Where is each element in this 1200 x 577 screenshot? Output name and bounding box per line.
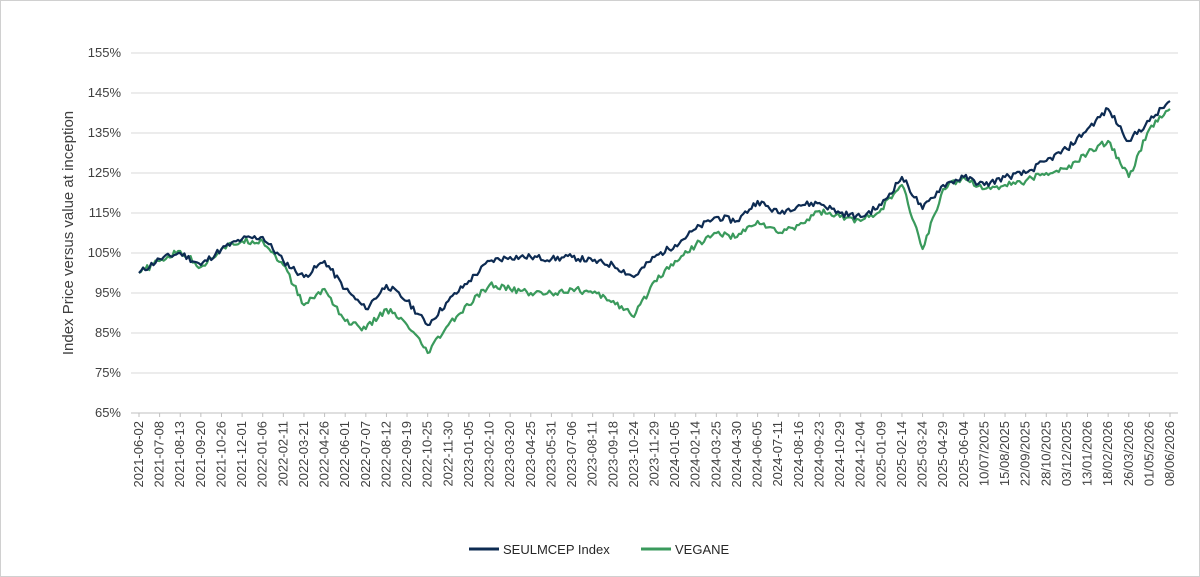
x-tick-label: 2025-01-09 — [873, 421, 888, 488]
x-tick-label: 2022-10-25 — [420, 421, 435, 488]
x-tick-label: 2022-09-19 — [399, 421, 414, 488]
x-tick-label: 2024-02-14 — [688, 421, 703, 488]
x-tick-label: 03/12/2025 — [1059, 421, 1074, 486]
x-tick-label: 2022-04-26 — [317, 421, 332, 488]
x-tick-label: 2023-09-18 — [605, 421, 620, 488]
x-tick-label: 2022-07-07 — [358, 421, 373, 488]
x-tick-label: 22/09/2025 — [1018, 421, 1033, 486]
series-lines — [138, 100, 1171, 355]
x-tick-label: 2024-04-30 — [729, 421, 744, 488]
x-tick-label: 2024-01-05 — [667, 421, 682, 488]
y-tick-label: 105% — [88, 245, 122, 260]
x-tick-label: 2023-11-29 — [647, 421, 662, 487]
x-tick-label: 01/05/2026 — [1141, 421, 1156, 486]
series-line-seulmcep-index — [138, 100, 1171, 327]
x-tick-label: 08/06/2026 — [1162, 421, 1177, 486]
x-tick-label: 2022-08-12 — [378, 421, 393, 488]
x-tick-label: 2024-09-23 — [811, 421, 826, 488]
x-tick-label: 2024-07-11 — [770, 421, 785, 487]
x-tick-label: 2021-06-02 — [131, 421, 146, 488]
x-tick-label: 2022-06-01 — [337, 421, 352, 488]
x-tick-label: 2021-10-26 — [213, 421, 228, 488]
y-tick-label: 145% — [88, 85, 122, 100]
x-tick-label: 2024-08-16 — [791, 421, 806, 488]
x-tick-label: 13/01/2026 — [1080, 421, 1095, 486]
x-tick-label: 2021-08-13 — [172, 421, 187, 488]
x-tick-label: 2021-12-01 — [234, 421, 249, 488]
x-tick-label: 2023-08-11 — [585, 421, 600, 487]
y-tick-label: 115% — [89, 205, 122, 220]
x-tick-label: 28/10/2025 — [1038, 421, 1053, 486]
y-tick-label: 135% — [88, 125, 122, 140]
x-tick-label: 2022-01-06 — [255, 421, 270, 488]
x-tick-label: 2021-09-20 — [193, 421, 208, 488]
x-tick-label: 15/08/2025 — [997, 421, 1012, 486]
x-tick-label: 2024-10-29 — [832, 421, 847, 488]
x-tick-label: 2023-04-25 — [523, 421, 538, 488]
legend-label: SEULMCEP Index — [503, 542, 610, 557]
x-tick-label: 2022-02-11 — [275, 421, 290, 487]
x-tick-label: 10/07/2025 — [976, 421, 991, 486]
x-tick-label: 2024-12-04 — [853, 421, 868, 488]
legend: SEULMCEP Index VEGANE — [469, 542, 730, 557]
x-tick-label: 2021-07-08 — [152, 421, 167, 488]
y-axis-ticks: 65% 75% 85% 95% 105% 115% 125% 135% 145% 155% — [88, 45, 122, 420]
x-axis-ticks: 2021-06-02 2021-07-08 2021-08-13 2021-09-20… — [131, 413, 1177, 488]
x-tick-label: 2025-04-29 — [935, 421, 950, 488]
y-tick-label: 85% — [95, 325, 121, 340]
x-tick-label: 2023-07-06 — [564, 421, 579, 488]
legend-label: VEGANE — [675, 542, 730, 557]
x-tick-label: 26/03/2026 — [1121, 421, 1136, 486]
x-tick-label: 2025-06-04 — [956, 421, 971, 488]
y-tick-label: 65% — [95, 405, 121, 420]
x-tick-label: 2022-11-30 — [440, 421, 455, 487]
y-axis-label: Index Price versus value at inception — [60, 111, 77, 355]
x-tick-label: 2023-10-24 — [626, 421, 641, 488]
series-line-vegane — [138, 108, 1171, 355]
x-tick-label: 2023-02-10 — [482, 421, 497, 488]
y-tick-label: 155% — [88, 45, 122, 60]
x-tick-label: 2023-05-31 — [543, 421, 558, 488]
y-tick-label: 125% — [88, 165, 122, 180]
x-tick-label: 2025-03-24 — [915, 421, 930, 488]
gridlines — [131, 52, 1178, 414]
x-tick-label: 18/02/2026 — [1100, 421, 1115, 486]
x-tick-label: 2023-01-05 — [461, 421, 476, 488]
x-tick-label: 2025-02-14 — [894, 421, 909, 488]
x-tick-label: 2024-03-25 — [708, 421, 723, 488]
x-tick-label: 2022-03-21 — [296, 421, 311, 488]
x-tick-label: 2023-03-20 — [502, 421, 517, 488]
x-tick-label: 2024-06-05 — [750, 421, 765, 488]
y-tick-label: 75% — [95, 365, 121, 380]
y-tick-label: 95% — [95, 285, 121, 300]
